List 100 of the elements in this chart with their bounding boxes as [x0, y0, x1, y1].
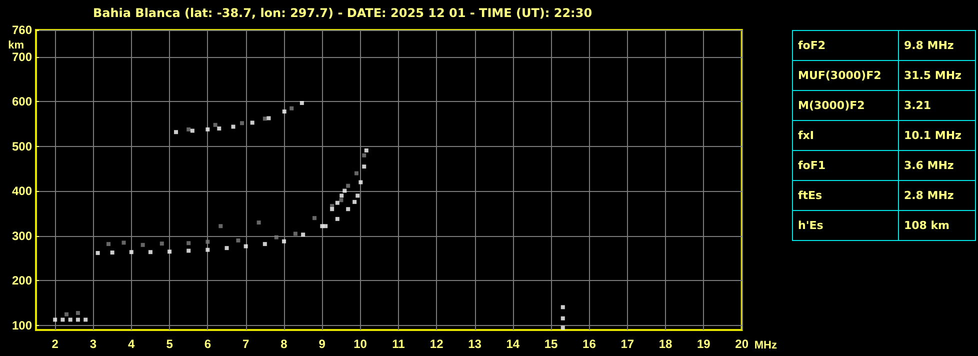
point — [244, 244, 248, 248]
point — [140, 242, 145, 247]
point — [96, 250, 100, 255]
point — [362, 153, 366, 158]
point — [84, 318, 88, 322]
point — [250, 120, 254, 125]
point — [64, 312, 69, 316]
x-tick-label: 16 — [582, 337, 596, 351]
y-axis-title: km — [8, 39, 24, 52]
y-tick-label: 700 — [12, 50, 32, 64]
point — [186, 241, 191, 246]
point — [68, 318, 72, 322]
point — [346, 207, 350, 212]
y-tick-label: 500 — [12, 139, 32, 154]
x-tick-label: 17 — [620, 337, 634, 351]
point — [282, 109, 286, 114]
point — [213, 122, 218, 127]
point — [206, 240, 210, 244]
x-tick-label: 15 — [544, 337, 558, 351]
y-tick-label: 600 — [12, 94, 32, 109]
point — [364, 148, 368, 152]
text: 3.21 — [898, 90, 976, 120]
point — [560, 326, 565, 330]
x-tick-label: 3 — [90, 337, 97, 351]
point — [186, 248, 191, 253]
point — [266, 116, 271, 120]
text: foF1 — [792, 150, 898, 180]
text: 108 km — [898, 210, 976, 240]
point — [301, 232, 306, 237]
point — [362, 164, 366, 169]
point — [335, 216, 340, 221]
point — [148, 250, 152, 254]
y-tick-label: 200 — [12, 274, 32, 288]
text: 9.8 MHz — [898, 30, 976, 60]
point — [60, 318, 65, 322]
point — [290, 106, 294, 110]
x-axis-title: MHz — [754, 340, 778, 352]
x-tick-label: 9 — [318, 337, 326, 351]
point — [262, 242, 267, 246]
point — [300, 100, 304, 105]
y-tick-label: 400 — [12, 184, 32, 198]
point — [174, 130, 178, 134]
text: fxI — [792, 120, 898, 150]
x-tick-label: 12 — [430, 337, 444, 351]
point — [312, 216, 317, 220]
x-tick-label: 8 — [280, 337, 288, 351]
chart-title: Bahia Blanca (lat: -38.7, lon: 297.7) - DATE: 2025 12 01 - TIME (UT): 22:30 — [93, 6, 592, 20]
point — [354, 171, 358, 176]
x-tick-label: 19 — [696, 337, 711, 351]
point — [256, 220, 261, 225]
point — [560, 316, 565, 320]
point — [168, 250, 172, 254]
point — [340, 194, 344, 198]
point — [293, 232, 298, 236]
text: ftEs — [792, 180, 898, 210]
point — [218, 224, 223, 228]
point — [358, 180, 363, 184]
x-tick-label: 11 — [392, 337, 406, 351]
point — [231, 124, 236, 129]
point — [76, 318, 80, 322]
point — [206, 248, 210, 252]
point — [274, 235, 278, 240]
point — [352, 200, 357, 204]
point — [53, 318, 58, 322]
x-tick-label: 4 — [128, 337, 136, 351]
x-tick-label: 6 — [204, 337, 212, 351]
text: 31.5 MHz — [898, 60, 976, 90]
point — [160, 242, 164, 246]
point — [356, 194, 360, 198]
x-tick-label: 7 — [242, 337, 250, 351]
point — [206, 127, 210, 132]
point — [335, 200, 340, 205]
point — [330, 207, 334, 212]
text: foF2 — [792, 30, 898, 60]
text: 3.6 MHz — [898, 150, 976, 180]
y-tick-label: 300 — [12, 228, 32, 243]
text: 2.8 MHz — [898, 180, 976, 210]
point — [236, 238, 240, 242]
point — [110, 250, 114, 255]
x-tick-label: 18 — [658, 337, 673, 351]
y-tick-label: 100 — [12, 318, 32, 333]
text: 10.1 MHz — [898, 120, 976, 150]
point — [190, 128, 194, 133]
text: h'Es — [792, 210, 898, 240]
y-tick-label: 760 — [12, 23, 32, 37]
x-tick-label: 14 — [506, 337, 520, 351]
x-tick-label: 20 — [735, 337, 749, 351]
point — [106, 242, 110, 246]
point — [282, 239, 286, 244]
point — [339, 198, 344, 202]
point — [122, 240, 126, 245]
x-tick-label: 10 — [354, 337, 368, 351]
point — [76, 310, 80, 315]
point — [186, 127, 191, 132]
point — [240, 121, 244, 126]
text: M(3000)F2 — [792, 90, 898, 120]
x-tick-label: 5 — [166, 337, 174, 351]
point — [217, 126, 222, 131]
point — [342, 188, 347, 193]
x-tick-label: 2 — [52, 337, 59, 351]
